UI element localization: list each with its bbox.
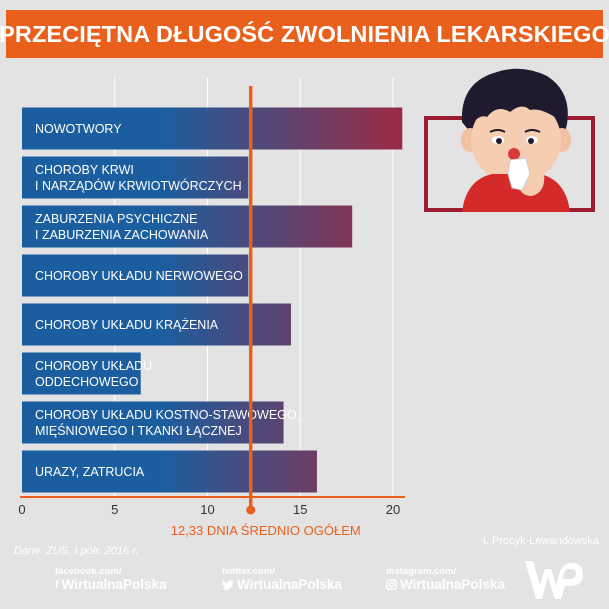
- bar: [22, 205, 353, 248]
- facebook-icon: f: [55, 578, 59, 591]
- right-brow: [524, 129, 541, 133]
- social-facebook-handle: WirtualnaPolska: [61, 577, 167, 592]
- average-marker: [246, 505, 256, 515]
- bar-category-label: NOWOTWORY: [35, 122, 122, 136]
- left-pupil: [496, 138, 502, 144]
- red-nose: [508, 148, 520, 160]
- sick-boy-illustration: [461, 68, 571, 212]
- bar-category-label: I NARZĄDÓW KRWIOTWÓRCZYCH: [35, 178, 242, 193]
- x-tick-label: 20: [386, 502, 400, 517]
- bar: [22, 352, 141, 395]
- bar-category-label: URAZY, ZATRUCIA: [35, 465, 145, 479]
- social-facebook[interactable]: facebook.com/ f WirtualnaPolska: [55, 566, 167, 592]
- title-banner: PRZECIĘTNA DŁUGOŚĆ ZWOLNIENIA LEKARSKIEG…: [0, 10, 609, 58]
- right-pupil: [528, 138, 534, 144]
- bar-category-label: CHOROBY UKŁADU NERWOWEGO: [35, 269, 243, 283]
- social-instagram-domain: instagram.com/: [386, 566, 457, 577]
- bar-category-label: CHOROBY KRWI: [35, 163, 134, 177]
- bar: [22, 254, 249, 297]
- bar: [22, 401, 284, 444]
- wp-logo: [525, 561, 584, 599]
- author-credit: I. Procyk-Lewandowska: [482, 535, 599, 547]
- social-instagram-handle: WirtualnaPolska: [400, 577, 505, 592]
- bar-category-label: ODDECHOWEGO: [35, 375, 139, 389]
- x-tick-label: 0: [18, 502, 25, 517]
- tissue-shape: [507, 157, 531, 191]
- bar-category-label: I ZABURZENIA ZACHOWANIA: [35, 228, 209, 242]
- chart-title: PRZECIĘTNA DŁUGOŚĆ ZWOLNIENIA LEKARSKIEG…: [0, 20, 609, 47]
- source-note: Dane: ZUS, I półr. 2016 r.: [14, 545, 139, 557]
- twitter-icon: [222, 579, 234, 590]
- bar: [22, 303, 291, 346]
- social-twitter-handle: WirtualnaPolska: [237, 577, 342, 592]
- bar-category-label: ZABURZENIA PSYCHICZNE: [35, 212, 198, 226]
- bar-category-label: MIĘŚNIOWEGO I TKANKI ŁĄCZNEJ: [35, 423, 242, 438]
- social-facebook-domain: facebook.com/: [55, 566, 122, 577]
- bar: [22, 107, 403, 150]
- x-tick-label: 10: [200, 502, 214, 517]
- bar: [22, 156, 249, 199]
- instagram-icon: [386, 579, 397, 590]
- social-twitter[interactable]: twitter.com/ WirtualnaPolska: [222, 566, 342, 592]
- face-shape: [471, 96, 561, 184]
- fringe-shape: [472, 93, 562, 124]
- social-instagram[interactable]: instagram.com/ WirtualnaPolska: [386, 566, 505, 592]
- bar-category-label: CHOROBY UKŁADU KOSTNO-STAWOWEGO,: [35, 408, 300, 422]
- x-tick-label: 5: [111, 502, 118, 517]
- left-brow: [489, 129, 506, 133]
- bar-category-label: CHOROBY UKŁADU: [35, 359, 152, 373]
- bar: [22, 450, 317, 493]
- social-twitter-domain: twitter.com/: [222, 566, 275, 577]
- average-label: 12,33 DNIA ŚREDNIO OGÓŁEM: [171, 523, 361, 538]
- x-tick-label: 15: [293, 502, 307, 517]
- bar-category-label: CHOROBY UKŁADU KRĄŻENIA: [35, 318, 219, 332]
